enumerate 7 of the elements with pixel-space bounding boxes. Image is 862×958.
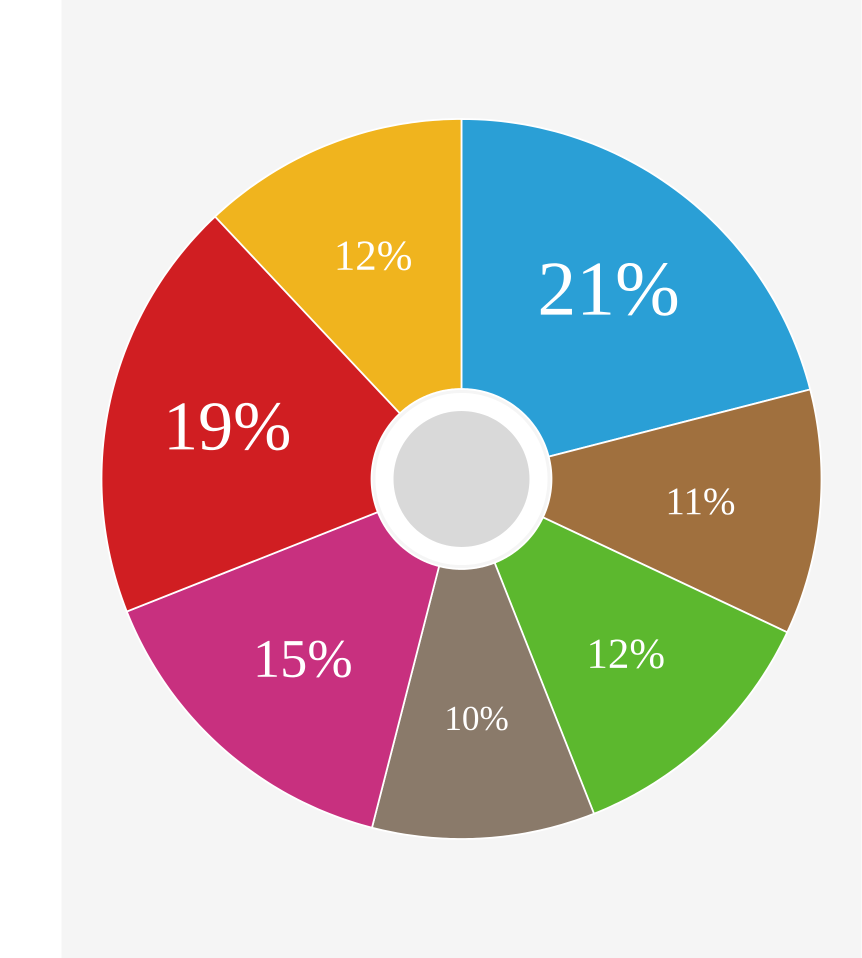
data-label: 19%: [170, 402, 290, 450]
data-label: 10%: [448, 706, 508, 730]
data-label: 15%: [258, 640, 352, 678]
data-label: 11%: [669, 488, 734, 515]
data-label: 12%: [338, 241, 412, 270]
data-label: 21%: [541, 263, 678, 316]
data-label: 12%: [590, 639, 664, 668]
